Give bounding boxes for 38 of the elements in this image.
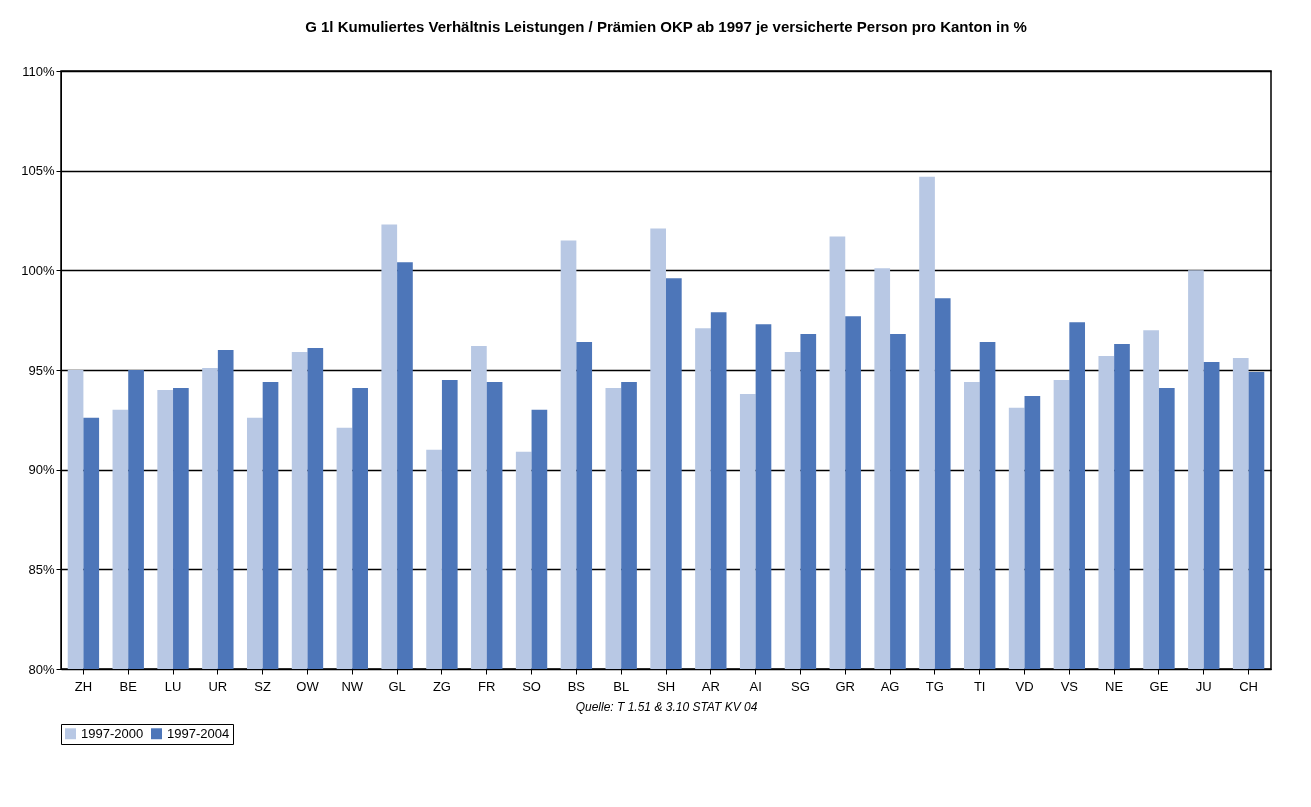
- x-tick-label: TI: [973, 678, 986, 694]
- y-tick-label: 100%: [21, 262, 55, 278]
- y-tick-label: 95%: [28, 362, 55, 378]
- x-tick-label: VS: [1060, 678, 1079, 694]
- x-tick-label: BL: [613, 678, 630, 694]
- x-tick-label: GL: [388, 678, 406, 694]
- y-tick-label: 85%: [28, 561, 55, 577]
- legend-label: 1997-2000: [81, 725, 144, 741]
- source-note: Quelle: T 1.51 & 3.10 STAT KV 04: [575, 699, 758, 714]
- x-tick-label: SH: [656, 678, 676, 694]
- legend-label: 1997-2004: [167, 725, 230, 741]
- x-tick-label: TG: [925, 678, 944, 694]
- x-tick-label: GE: [1149, 678, 1169, 694]
- x-tick-label: UR: [208, 678, 228, 694]
- x-tick-label: SO: [522, 678, 541, 694]
- y-tick-label: 105%: [21, 163, 55, 179]
- x-tick-label: AR: [701, 678, 720, 694]
- x-tick-label: LU: [164, 678, 182, 694]
- x-tick-label: GR: [835, 678, 856, 694]
- x-tick-label: ZH: [74, 678, 93, 694]
- y-tick-label: 90%: [28, 462, 55, 478]
- y-tick-label: 80%: [28, 661, 55, 677]
- x-tick-label: BE: [119, 678, 138, 694]
- x-tick-label: ZG: [432, 678, 451, 694]
- x-tick-label: SG: [791, 678, 810, 694]
- chart-title: G 1l Kumuliertes Verhältnis Leistungen / Prämien OKP ab 1997 je versicherte Person pro Kanton in %: [305, 18, 1027, 35]
- x-tick-label: CH: [1239, 678, 1258, 694]
- y-tick-label: 110%: [22, 63, 55, 79]
- x-tick-label: FR: [478, 678, 496, 694]
- x-tick-label: OW: [296, 678, 320, 694]
- x-tick-label: NW: [341, 678, 364, 694]
- x-tick-label: SZ: [254, 678, 272, 694]
- x-tick-label: JU: [1195, 678, 1212, 694]
- x-tick-label: NE: [1105, 678, 1124, 694]
- x-tick-label: BS: [567, 678, 586, 694]
- x-tick-label: AI: [749, 678, 762, 694]
- x-tick-label: AG: [880, 678, 900, 694]
- x-tick-label: VD: [1015, 678, 1034, 694]
